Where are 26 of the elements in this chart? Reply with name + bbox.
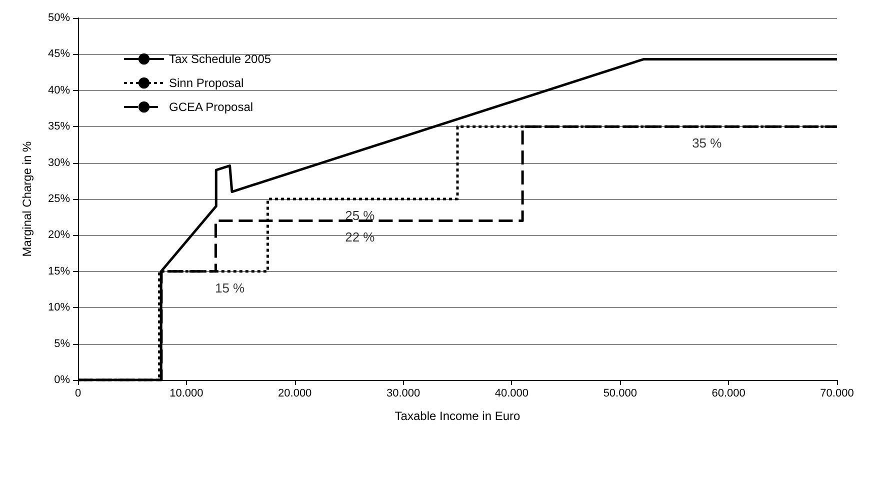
annotation: 15 % xyxy=(214,280,246,296)
x-tick-label: 50.000 xyxy=(603,388,637,400)
y-tick-label: 0% xyxy=(54,374,70,386)
x-tick-label: 30.000 xyxy=(386,388,420,400)
legend-label: Sinn Proposal xyxy=(169,76,244,90)
legend-label: GCEA Proposal xyxy=(169,100,254,114)
y-tick-label: 45% xyxy=(48,48,70,60)
x-tick-label: 20.000 xyxy=(278,388,312,400)
x-tick-label: 0 xyxy=(74,388,82,400)
y-tick-label: 10% xyxy=(48,302,70,314)
y-tick-label: 35% xyxy=(48,120,70,133)
legend-label: Tax Schedule 2005 xyxy=(169,52,272,66)
y-tick-label: 50% xyxy=(48,12,70,24)
x-tick-label: 60.000 xyxy=(712,388,746,400)
y-axis-title: Marginal Charge in % xyxy=(20,140,34,257)
y-tick-label: 40% xyxy=(48,84,70,96)
y-tick-label: 5% xyxy=(54,338,70,350)
x-tick-label: 10.000 xyxy=(170,388,204,400)
y-tick-label: 30% xyxy=(48,156,70,169)
x-axis-title: Taxable Income in Euro xyxy=(394,409,521,423)
x-tick-label: 70.000 xyxy=(820,388,854,400)
y-tick-label: 20% xyxy=(48,229,70,242)
x-tick-label: 40.000 xyxy=(494,388,529,400)
y-tick-label: 25% xyxy=(48,193,70,205)
annotation: 35 % xyxy=(692,136,722,151)
y-tick-label: 15% xyxy=(48,265,70,278)
